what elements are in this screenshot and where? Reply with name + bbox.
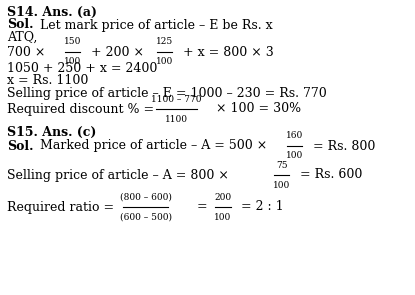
Text: 1100: 1100 bbox=[165, 114, 188, 124]
Text: = Rs. 800: = Rs. 800 bbox=[313, 140, 376, 153]
Text: Selling price of article – E = 1000 – 230 = Rs. 770: Selling price of article – E = 1000 – 23… bbox=[7, 88, 327, 101]
Text: 1100 – 770: 1100 – 770 bbox=[151, 94, 202, 104]
Text: S15. Ans. (c): S15. Ans. (c) bbox=[7, 125, 96, 138]
Text: Sol.: Sol. bbox=[7, 19, 34, 32]
Text: 200: 200 bbox=[215, 193, 232, 201]
Text: Required discount % =: Required discount % = bbox=[7, 102, 154, 116]
Text: Required ratio =: Required ratio = bbox=[7, 201, 114, 214]
Text: Marked price of article – A = 500 ×: Marked price of article – A = 500 × bbox=[36, 140, 267, 153]
Text: = Rs. 600: = Rs. 600 bbox=[300, 168, 363, 181]
Text: 100: 100 bbox=[156, 58, 173, 66]
Text: 100: 100 bbox=[215, 212, 232, 222]
Text: =: = bbox=[196, 201, 207, 214]
Text: ATQ,: ATQ, bbox=[7, 30, 37, 43]
Text: (800 – 600): (800 – 600) bbox=[120, 193, 172, 201]
Text: 1050 + 250 + x = 2400: 1050 + 250 + x = 2400 bbox=[7, 61, 157, 75]
Text: 100: 100 bbox=[286, 152, 303, 160]
Text: Selling price of article – A = 800 ×: Selling price of article – A = 800 × bbox=[7, 168, 229, 181]
Text: 700 ×: 700 × bbox=[7, 45, 45, 58]
Text: Sol.: Sol. bbox=[7, 140, 34, 153]
Text: 100: 100 bbox=[64, 58, 81, 66]
Text: + 200 ×: + 200 × bbox=[91, 45, 144, 58]
Text: (600 – 500): (600 – 500) bbox=[120, 212, 172, 222]
Text: 160: 160 bbox=[286, 132, 303, 140]
Text: S14. Ans. (a): S14. Ans. (a) bbox=[7, 6, 97, 19]
Text: 125: 125 bbox=[156, 37, 173, 47]
Text: × 100 = 30%: × 100 = 30% bbox=[216, 102, 301, 116]
Text: 75: 75 bbox=[276, 160, 287, 170]
Text: x = Rs. 1100: x = Rs. 1100 bbox=[7, 75, 88, 88]
Text: 150: 150 bbox=[63, 37, 81, 47]
Text: 100: 100 bbox=[273, 181, 290, 189]
Text: + x = 800 × 3: + x = 800 × 3 bbox=[183, 45, 274, 58]
Text: Let mark price of article – E be Rs. x: Let mark price of article – E be Rs. x bbox=[36, 19, 272, 32]
Text: = 2 : 1: = 2 : 1 bbox=[241, 201, 283, 214]
